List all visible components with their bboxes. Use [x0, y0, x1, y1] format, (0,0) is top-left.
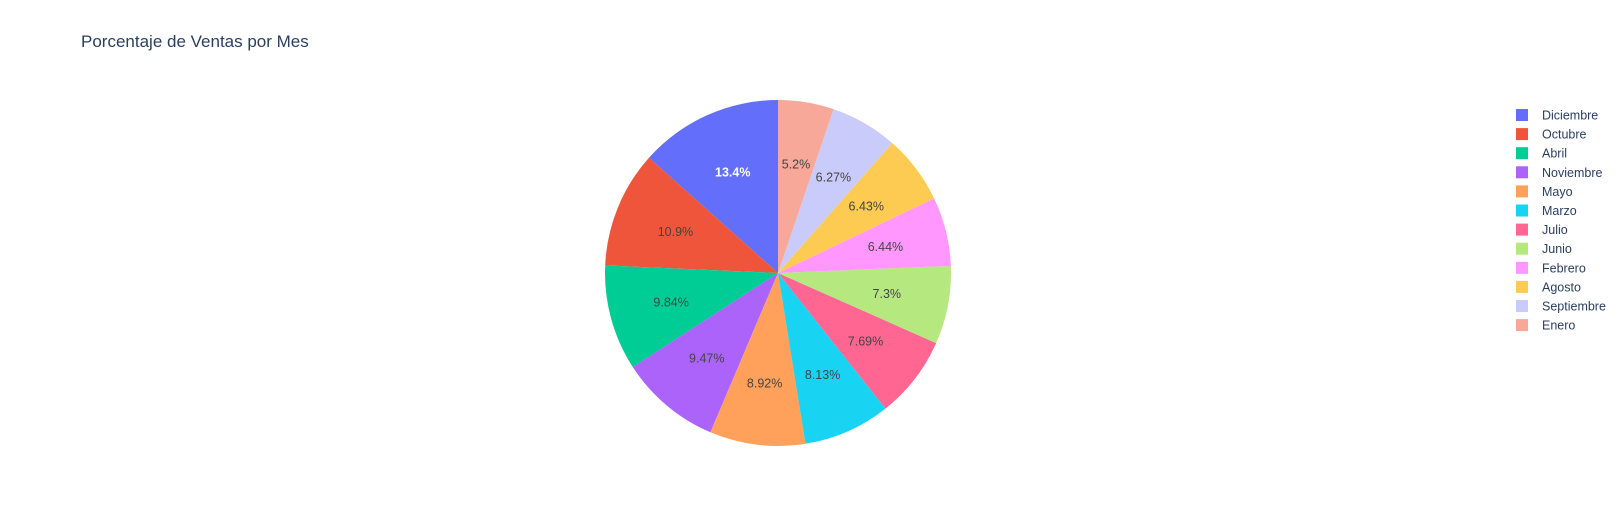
legend-item-abril[interactable]: Abril	[1516, 147, 1567, 161]
legend-label: Diciembre	[1542, 109, 1598, 123]
legend-swatch	[1516, 147, 1528, 160]
legend-swatch	[1516, 300, 1528, 312]
legend-item-diciembre[interactable]: Diciembre	[1516, 109, 1598, 123]
slice-label-septiembre: 6.27%	[816, 171, 851, 185]
legend-label: Marzo	[1542, 204, 1577, 218]
slice-label-junio: 7.3%	[873, 287, 902, 301]
legend-item-mayo[interactable]: Mayo	[1516, 185, 1573, 199]
legend-label: Enero	[1542, 319, 1575, 333]
legend-label: Septiembre	[1542, 300, 1606, 314]
legend-swatch	[1516, 109, 1528, 121]
pie-slice-febrero[interactable]	[778, 198, 951, 273]
legend-item-enero[interactable]: Enero	[1516, 319, 1575, 333]
legend-label: Febrero	[1542, 261, 1586, 275]
legend-label: Noviembre	[1542, 166, 1602, 180]
legend-swatch	[1516, 204, 1528, 217]
legend-label: Junio	[1542, 242, 1572, 256]
chart-title: Porcentaje de Ventas por Mes	[81, 32, 309, 51]
legend-label: Agosto	[1542, 280, 1581, 294]
slice-label-julio: 7.69%	[848, 334, 883, 348]
legend-item-octubre[interactable]: Octubre	[1516, 128, 1587, 142]
legend[interactable]: Diciembre Octubre Abril Noviembre Mayo Marzo J…	[1516, 109, 1606, 333]
slice-label-mayo: 8.92%	[747, 376, 782, 390]
legend-item-septiembre[interactable]: Septiembre	[1516, 300, 1606, 314]
legend-swatch	[1516, 319, 1528, 332]
pie-slice-abril[interactable]	[604, 265, 778, 368]
legend-item-agosto[interactable]: Agosto	[1516, 280, 1581, 294]
pie-slice-septiembre[interactable]	[778, 109, 893, 273]
legend-label: Julio	[1542, 223, 1568, 237]
legend-swatch	[1516, 128, 1528, 141]
legend-swatch	[1516, 280, 1528, 293]
slice-label-agosto: 6.43%	[849, 200, 884, 214]
legend-item-junio[interactable]: Junio	[1516, 242, 1572, 256]
legend-label: Octubre	[1542, 128, 1587, 142]
pie-slice-octubre[interactable]	[605, 157, 778, 273]
legend-item-febrero[interactable]: Febrero	[1516, 261, 1586, 275]
pie-slice-junio[interactable]	[778, 265, 951, 344]
slice-label-febrero: 6.44%	[868, 240, 903, 254]
legend-swatch	[1516, 223, 1528, 236]
pie-slice-marzo[interactable]	[778, 273, 886, 444]
legend-item-marzo[interactable]: Marzo	[1516, 204, 1577, 218]
legend-swatch	[1516, 242, 1528, 255]
pie-slice-noviembre[interactable]	[632, 273, 778, 433]
legend-swatch	[1516, 261, 1528, 274]
slice-label-diciembre: 13.4%	[715, 165, 750, 179]
slice-label-abril: 9.84%	[653, 296, 688, 310]
legend-swatch	[1516, 166, 1528, 179]
legend-item-noviembre[interactable]: Noviembre	[1516, 166, 1602, 180]
legend-label: Abril	[1542, 147, 1567, 161]
pie-slice-mayo[interactable]	[710, 273, 806, 446]
pie-slice-julio[interactable]	[778, 273, 937, 409]
slice-label-enero: 5.2%	[782, 157, 811, 171]
pie-slice-agosto[interactable]	[778, 143, 935, 273]
legend-label: Mayo	[1542, 185, 1573, 199]
slice-label-marzo: 8.13%	[805, 368, 840, 382]
pie-slice-enero[interactable]	[778, 100, 834, 273]
slice-label-noviembre: 9.47%	[689, 351, 724, 365]
slice-label-octubre: 10.9%	[658, 225, 693, 239]
pie-slice-diciembre[interactable]	[648, 100, 778, 273]
legend-swatch	[1516, 185, 1528, 198]
legend-item-julio[interactable]: Julio	[1516, 223, 1568, 237]
pie-labels: 13.4% 10.9% 9.84% 9.47% 8.92% 8.13% 7.69% 7.3% 6…	[653, 157, 903, 390]
pie-slices	[604, 100, 951, 446]
